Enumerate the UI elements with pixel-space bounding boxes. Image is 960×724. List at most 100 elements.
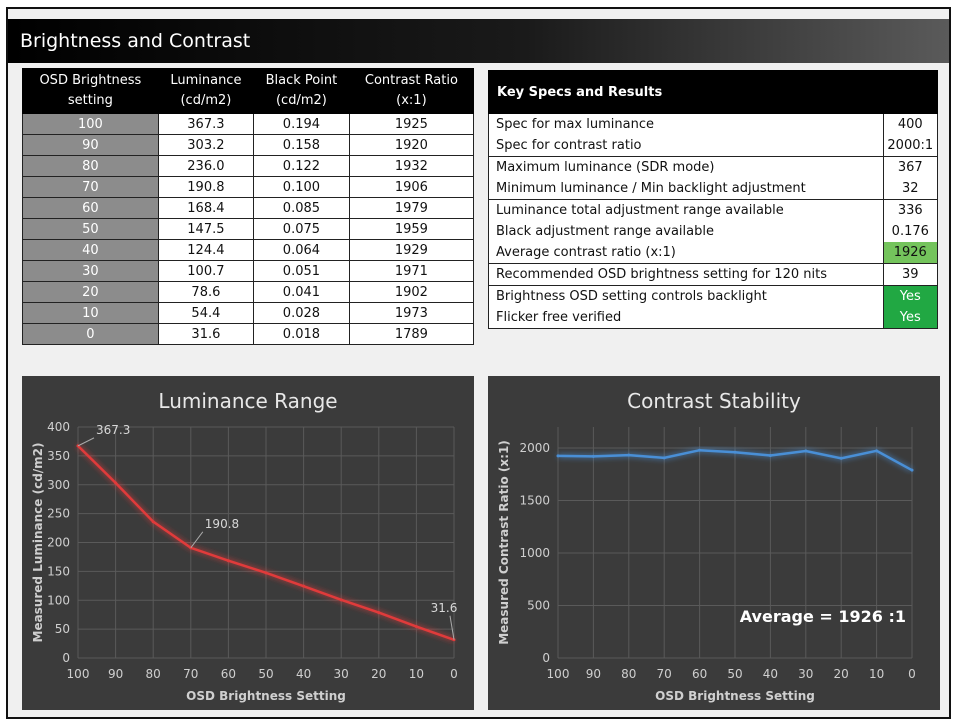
spec-label: Spec for max luminance xyxy=(488,113,884,135)
key-specs-table: Key Specs and Results Spec for max lumin… xyxy=(488,70,939,329)
x-tick-label: 40 xyxy=(763,667,778,681)
table-row: 10 54.4 0.028 1973 xyxy=(22,302,475,324)
data-point xyxy=(114,481,118,485)
x-tick-label: 80 xyxy=(146,667,161,681)
osd-setting-cell: 0 xyxy=(22,323,159,345)
spec-value: Yes xyxy=(883,307,939,329)
y-tick-label: 100 xyxy=(47,593,70,607)
table-row: 40 124.4 0.064 1929 xyxy=(22,239,475,261)
table-row: 70 190.8 0.100 1906 xyxy=(22,176,475,198)
data-point xyxy=(698,448,702,452)
table-row: 0 31.6 0.018 1789 xyxy=(22,323,475,345)
contrast-ratio-cell: 1789 xyxy=(348,323,475,345)
spec-value: 336 xyxy=(883,199,939,221)
black-point-cell: 0.122 xyxy=(253,155,350,177)
x-tick-label: 70 xyxy=(657,667,672,681)
x-tick-label: 90 xyxy=(586,667,601,681)
x-tick-label: 20 xyxy=(834,667,849,681)
y-tick-label: 300 xyxy=(47,478,70,492)
y-tick-label: 200 xyxy=(47,536,70,550)
x-tick-label: 40 xyxy=(296,667,311,681)
data-point xyxy=(768,453,772,457)
black-point-cell: 0.100 xyxy=(253,176,350,198)
y-axis-label: Measured Luminance (cd/m2) xyxy=(31,442,45,642)
measurements-col-header: Black Point (cd/m2) xyxy=(253,68,350,114)
x-tick-label: 30 xyxy=(798,667,813,681)
osd-setting-cell: 50 xyxy=(22,218,159,240)
black-point-cell: 0.085 xyxy=(253,197,350,219)
data-point xyxy=(591,454,595,458)
black-point-cell: 0.028 xyxy=(253,302,350,324)
data-point xyxy=(556,454,560,458)
luminance-cell: 78.6 xyxy=(157,281,255,303)
x-tick-label: 20 xyxy=(371,667,386,681)
y-tick-label: 2000 xyxy=(519,441,550,455)
contrast-ratio-cell: 1932 xyxy=(348,155,475,177)
contrast-ratio-cell: 1902 xyxy=(348,281,475,303)
contrast-stability-chart: Contrast Stability 0 500 1000 1500 2000 100 90 8… xyxy=(488,376,940,710)
measurements-table: OSD Brightness setting Luminance (cd/m2) Bla… xyxy=(22,68,475,345)
measurements-col-header: OSD Brightness setting xyxy=(22,68,159,114)
data-point xyxy=(226,559,230,563)
spec-value: 400 xyxy=(883,113,939,135)
table-row: 30 100.7 0.051 1971 xyxy=(22,260,475,282)
luminance-cell: 367.3 xyxy=(157,113,255,135)
luminance-cell: 124.4 xyxy=(157,239,255,261)
x-tick-label: 50 xyxy=(258,667,273,681)
contrast-ratio-cell: 1920 xyxy=(348,134,475,156)
contrast-ratio-cell: 1959 xyxy=(348,218,475,240)
spec-label: Minimum luminance / Min backlight adjust… xyxy=(488,178,884,200)
header-line: Black Point xyxy=(265,73,338,88)
x-axis-label: OSD Brightness Setting xyxy=(655,689,815,703)
black-point-cell: 0.158 xyxy=(253,134,350,156)
spec-value: 2000:1 xyxy=(883,135,939,157)
header-line: OSD Brightness xyxy=(39,73,142,88)
measurements-col-header: Contrast Ratio (x:1) xyxy=(348,68,475,114)
data-point xyxy=(414,625,418,629)
black-point-cell: 0.075 xyxy=(253,218,350,240)
spec-label: Recommended OSD brightness setting for 1… xyxy=(488,263,884,286)
spec-label: Brightness OSD setting controls backligh… xyxy=(488,285,884,307)
luminance-cell: 54.4 xyxy=(157,302,255,324)
annotation-leader xyxy=(190,531,204,549)
luminance-range-chart: Luminance Range 0 50 100 150 200 250 300 350 400 1… xyxy=(22,376,474,710)
x-tick-label: 30 xyxy=(334,667,349,681)
data-point xyxy=(910,468,914,472)
header-line: Luminance xyxy=(170,73,242,88)
luminance-range-plot: Luminance Range0501001502002503003504001… xyxy=(31,389,458,703)
x-tick-label: 50 xyxy=(727,667,742,681)
y-tick-label: 1500 xyxy=(519,494,550,508)
spec-label: Flicker free verified xyxy=(488,307,884,329)
x-tick-label: 100 xyxy=(547,667,570,681)
header-line: setting xyxy=(67,93,113,108)
spec-label: Spec for contrast ratio xyxy=(488,135,884,157)
spec-row: Spec for contrast ratio 2000:1 xyxy=(488,135,939,157)
x-tick-label: 10 xyxy=(409,667,424,681)
chart-title: Contrast Stability xyxy=(627,389,801,413)
x-tick-label: 80 xyxy=(621,667,636,681)
data-point xyxy=(839,456,843,460)
spec-value: 0.176 xyxy=(883,221,939,242)
table-row: 80 236.0 0.122 1932 xyxy=(22,155,475,177)
x-tick-label: 10 xyxy=(869,667,884,681)
x-tick-label: 0 xyxy=(450,667,458,681)
luminance-cell: 303.2 xyxy=(157,134,255,156)
spec-row: Recommended OSD brightness setting for 1… xyxy=(488,263,939,286)
black-point-cell: 0.018 xyxy=(253,323,350,345)
spec-row: Spec for max luminance 400 xyxy=(488,113,939,135)
contrast-ratio-cell: 1971 xyxy=(348,260,475,282)
luminance-cell: 236.0 xyxy=(157,155,255,177)
data-point xyxy=(302,584,306,588)
header-line: (cd/m2) xyxy=(275,93,327,108)
spec-value: 32 xyxy=(883,178,939,200)
data-point xyxy=(733,450,737,454)
y-tick-label: 50 xyxy=(55,622,70,636)
x-tick-label: 100 xyxy=(67,667,90,681)
data-point xyxy=(662,456,666,460)
spec-row: Brightness OSD setting controls backligh… xyxy=(488,285,939,307)
spec-label: Luminance total adjustment range availab… xyxy=(488,199,884,221)
data-point xyxy=(377,611,381,615)
osd-setting-cell: 60 xyxy=(22,197,159,219)
spec-row: Average contrast ratio (x:1) 1926 xyxy=(488,242,939,264)
luminance-cell: 190.8 xyxy=(157,176,255,198)
